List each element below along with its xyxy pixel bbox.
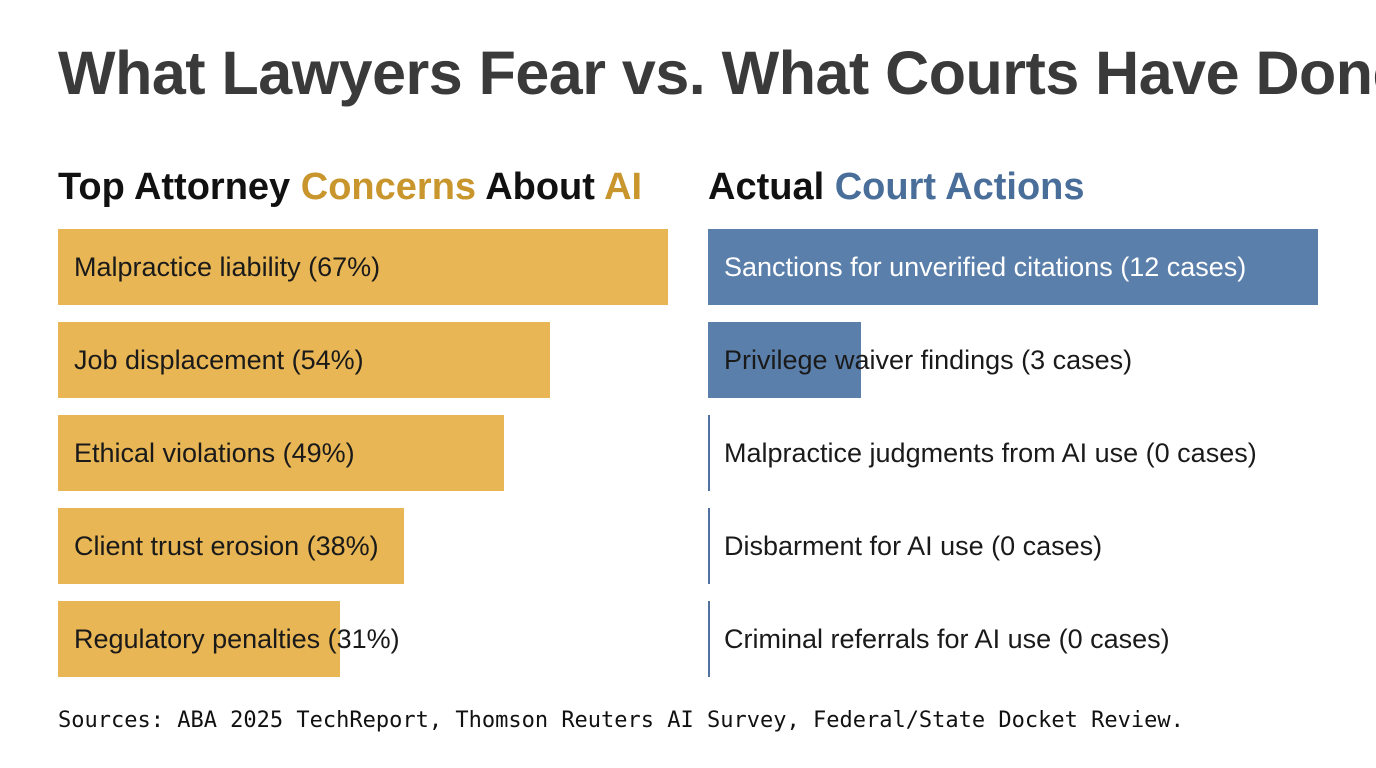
court-action-bar-label: Privilege waiver findings (3 cases) <box>724 345 1133 375</box>
right-panel-title-part: Actions <box>945 166 1085 208</box>
court-action-bar-row: Malpractice judgments from AI use (0 cas… <box>708 415 1358 491</box>
concern-bar <box>58 415 504 491</box>
court-action-zero-baseline <box>708 415 710 491</box>
right-panel-title: Actual Court Actions <box>708 166 1085 209</box>
court-action-bar-label: Disbarment for AI use (0 cases) <box>724 531 1103 561</box>
right-panel-title-part <box>936 166 945 208</box>
court-action-bar-row: Privilege waiver findings (3 cases) <box>708 322 1358 398</box>
court-action-zero-baseline <box>708 601 710 677</box>
concern-bar-row: Job displacement (54%) <box>58 322 708 398</box>
concern-bar-label: Malpractice liability (67%) <box>74 252 381 282</box>
court-action-bar-row: Disbarment for AI use (0 cases) <box>708 508 1358 584</box>
left-panel-title-part: AI <box>604 166 643 208</box>
concern-bar-row: Malpractice liability (67%) <box>58 229 708 305</box>
court-action-bar-label: Malpractice judgments from AI use (0 cas… <box>724 438 1257 468</box>
concern-bar <box>58 601 340 677</box>
concern-bar <box>58 322 550 398</box>
court-action-bar-label: Criminal referrals for AI use (0 cases) <box>724 624 1170 654</box>
court-action-bar-label: Sanctions for unverified citations (12 c… <box>724 252 1247 282</box>
court-action-bar <box>708 229 1318 305</box>
court-action-bar <box>708 322 861 398</box>
left-panel-title-part: Top Attorney <box>58 166 301 208</box>
concern-bar-label: Client trust erosion (38%) <box>74 531 379 561</box>
court-action-bar-row: Sanctions for unverified citations (12 c… <box>708 229 1358 305</box>
concern-bar-label: Job displacement (54%) <box>74 345 364 375</box>
court-action-zero-baseline <box>708 508 710 584</box>
left-panel-title-part: About <box>476 166 605 208</box>
right-panel-title-part: Court <box>834 166 937 208</box>
concern-bar-row: Client trust erosion (38%) <box>58 508 708 584</box>
concern-bar-row: Ethical violations (49%) <box>58 415 708 491</box>
concern-bar-label: Regulatory penalties (31%) <box>74 624 400 654</box>
concern-bar-row: Regulatory penalties (31%) <box>58 601 708 677</box>
page-title: What Lawyers Fear vs. What Courts Have D… <box>58 39 1376 107</box>
court-actions-bar-chart: Sanctions for unverified citations (12 c… <box>708 229 1358 689</box>
concern-bar-label: Ethical violations (49%) <box>74 438 355 468</box>
concern-bar <box>58 229 668 305</box>
left-panel-title: Top Attorney Concerns About AI <box>58 166 642 209</box>
concerns-bar-chart: Malpractice liability (67%) Job displacem… <box>58 229 708 689</box>
right-panel-title-part: Actual <box>708 166 835 208</box>
sources-footnote: Sources: ABA 2025 TechReport, Thomson Re… <box>58 708 1184 733</box>
concern-bar <box>58 508 404 584</box>
left-panel-title-part: Concerns <box>300 166 477 208</box>
court-action-bar-row: Criminal referrals for AI use (0 cases) <box>708 601 1358 677</box>
